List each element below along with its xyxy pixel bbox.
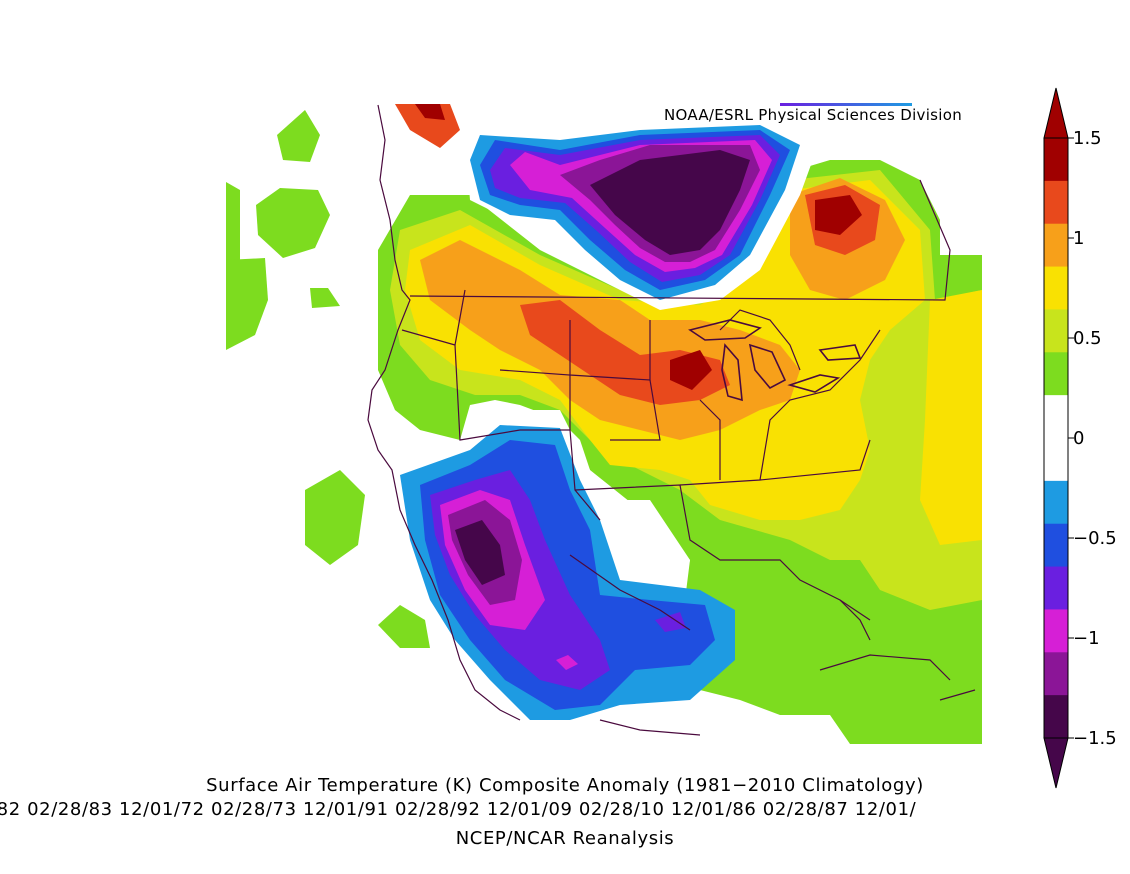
colorbar-ticks xyxy=(1068,137,1074,739)
green-blob-pacific-2 xyxy=(256,188,330,258)
colorbar-swatch xyxy=(1044,352,1068,396)
colorbar-swatch xyxy=(1044,223,1068,268)
colorbar-label-neg-1: −1 xyxy=(1073,628,1100,649)
colorbar-swatch xyxy=(1044,438,1068,482)
green-blob-pacific-1 xyxy=(277,110,320,162)
green-blob-pacific-5 xyxy=(310,288,340,308)
colorbar-swatch xyxy=(1044,138,1068,182)
colorbar-swatch xyxy=(1044,523,1068,568)
red-core-ne xyxy=(815,195,862,235)
cold-tx-magenta xyxy=(556,655,578,670)
cold-gulf-purple xyxy=(655,612,686,632)
credit-underline xyxy=(780,103,912,106)
colorbar-label-1: 1 xyxy=(1073,228,1085,249)
great-lakes xyxy=(688,319,862,402)
map-title: Surface Air Temperature (K) Composite An… xyxy=(206,775,924,796)
green-blob-pacific-6 xyxy=(305,470,365,565)
credit-text: NOAA/ESRL Physical Sciences Division xyxy=(664,106,963,124)
colorbar-label-neg-0-5: −0.5 xyxy=(1073,528,1117,549)
red-core-wi xyxy=(670,350,712,390)
cold-north-darkest xyxy=(590,150,750,255)
colorbar-swatch xyxy=(1044,652,1068,696)
green-blob-pacific-3 xyxy=(226,182,240,270)
green-blob-pacific-7 xyxy=(378,605,430,648)
colorbar-swatch xyxy=(1044,395,1068,439)
colorbar-swatch xyxy=(1044,309,1068,353)
yellow-east-area xyxy=(920,290,982,545)
colorbar-label-0-5: 0.5 xyxy=(1073,328,1102,349)
colorbar-top-arrow xyxy=(1043,87,1069,139)
cold-sw-darkest xyxy=(455,520,505,585)
boundary-lines xyxy=(367,104,976,736)
colorbar-swatches xyxy=(1044,138,1068,739)
colorbar-swatch xyxy=(1044,695,1068,739)
data-source: NCEP/NCAR Reanalysis xyxy=(455,828,675,849)
colorbar-label-neg-1-5: −1.5 xyxy=(1073,728,1117,749)
colorbar-swatch xyxy=(1044,566,1068,610)
green-blob-pacific-4 xyxy=(226,258,268,350)
colorbar-swatch xyxy=(1044,180,1068,225)
colorbar-swatch xyxy=(1044,266,1068,310)
colorbar-swatch xyxy=(1044,480,1068,525)
top-red xyxy=(415,104,445,120)
colorbar-label-0: 0 xyxy=(1073,428,1085,449)
top-orange xyxy=(395,104,460,148)
colorbar-label-1-5: 1.5 xyxy=(1073,128,1102,149)
composite-dates: /82 02/28/83 12/01/72 02/28/73 12/01/91 … xyxy=(0,799,917,820)
colorbar-swatch xyxy=(1044,609,1068,653)
